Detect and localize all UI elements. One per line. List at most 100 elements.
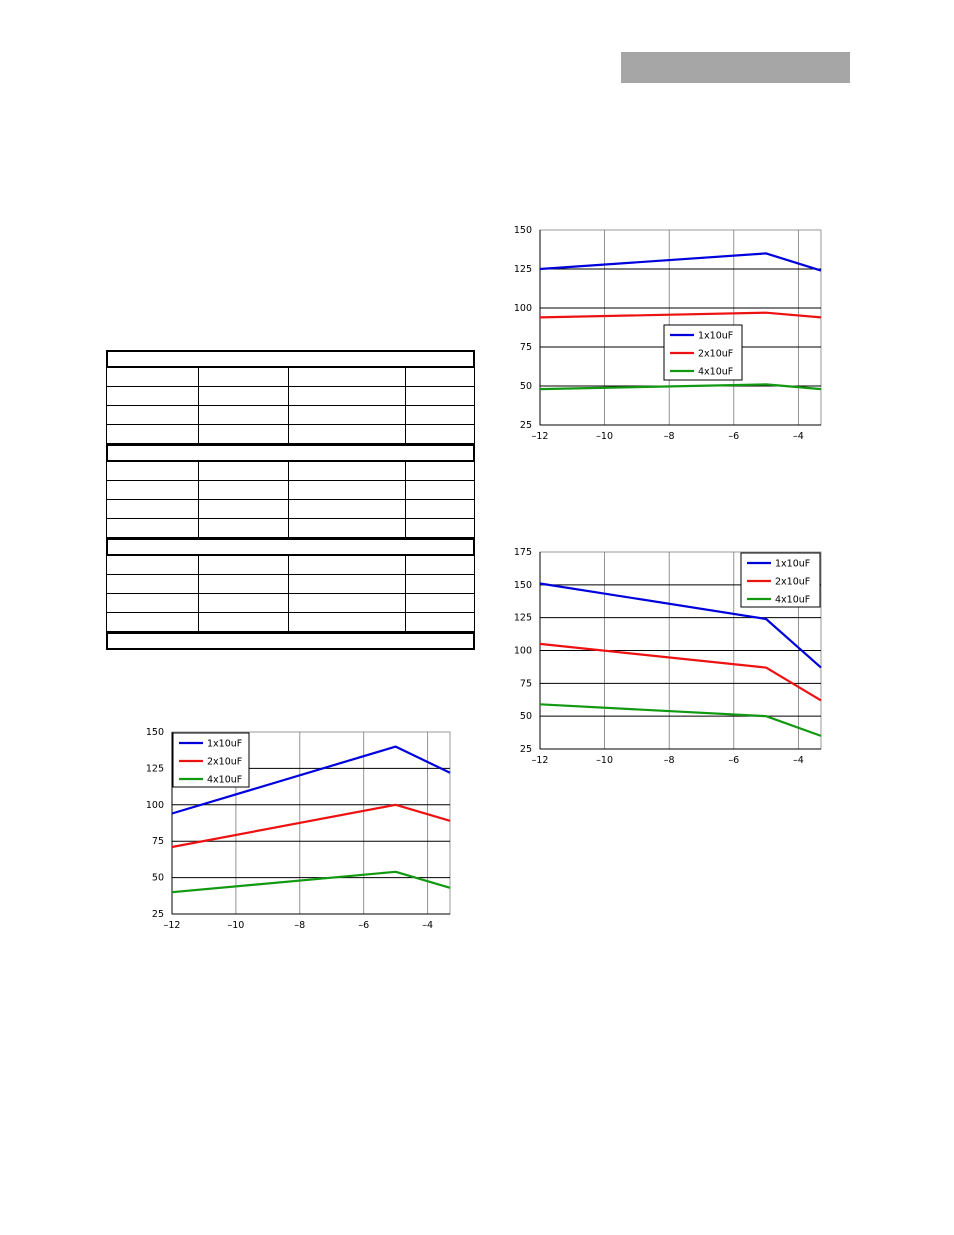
chart-mid-right: 25 50 75 100 125 150 175 –12 –10 –8 –6 –4 1x10uF 2x10…: [500, 543, 830, 769]
table-row: [106, 406, 475, 425]
table-cell: [106, 594, 198, 612]
table-cell: [288, 406, 405, 424]
y-tick-label: 25: [520, 420, 532, 431]
header-bar: [621, 52, 850, 83]
y-tick-label: 25: [520, 744, 532, 755]
x-tick-label: –12: [164, 920, 181, 931]
table-cell: [106, 613, 198, 631]
table-cell: [288, 481, 405, 499]
table-row: [106, 387, 475, 406]
table-row: [106, 368, 475, 387]
table-cell: [106, 519, 198, 537]
table-cell: [198, 519, 288, 537]
x-tick-label: –12: [532, 755, 549, 766]
legend-label: 1x10uF: [698, 331, 733, 342]
table-cell: [288, 613, 405, 631]
legend-label: 2x10uF: [775, 577, 810, 588]
chart-svg: 25 50 75 100 125 150 175 –12 –10 –8 –6 –4 1x10uF 2x10…: [514, 547, 822, 766]
table-cell: [405, 613, 475, 631]
chart-top-right: 25 50 75 100 125 150 –12 –10 –8 –6 –4 1x10uF 2x10uF 4…: [500, 222, 830, 444]
table-cell: [405, 556, 475, 574]
y-tick-label: 75: [152, 836, 164, 847]
chart-legend: 1x10uF 2x10uF 4x10uF: [172, 732, 250, 788]
series-line-1x10uf: [171, 745, 451, 815]
table-row: [106, 500, 475, 519]
series-line-2x10uf: [539, 642, 822, 702]
legend-label: 4x10uF: [207, 775, 242, 786]
chart-svg: 25 50 75 100 125 150 –12 –10 –8 –6 –4 1x10uF 2x10uF 4…: [514, 225, 822, 442]
table-cell: [288, 462, 405, 480]
table-section-header: [106, 538, 475, 556]
table-section-header: [106, 444, 475, 462]
table-cell: [198, 500, 288, 518]
x-tick-label: –6: [728, 431, 739, 442]
x-tick-label: –10: [227, 920, 244, 931]
table-cell: [198, 425, 288, 443]
spec-table: [106, 350, 475, 650]
table-cell: [198, 575, 288, 593]
y-tick-label: 50: [520, 711, 532, 722]
table-cell: [405, 519, 475, 537]
table-cell: [106, 481, 198, 499]
table-cell: [405, 462, 475, 480]
table-cell: [405, 406, 475, 424]
x-tick-label: –6: [728, 755, 739, 766]
table-cell: [288, 575, 405, 593]
table-row: [106, 575, 475, 594]
x-tick-label: –8: [664, 755, 675, 766]
table-cell: [106, 575, 198, 593]
y-tick-label: 75: [520, 342, 532, 353]
table-row: [106, 556, 475, 575]
y-tick-label: 175: [514, 547, 532, 558]
chart-svg: 25 50 75 100 125 150 –12 –10 –8 –6 –4 1x10uF 2x10uF 4…: [146, 727, 451, 931]
table-cell: [198, 462, 288, 480]
series-line-4x10uf: [171, 870, 451, 894]
table-cell: [106, 462, 198, 480]
y-tick-label: 150: [514, 225, 532, 236]
y-tick-label: 100: [514, 303, 532, 314]
y-tick-label: 75: [520, 678, 532, 689]
x-tick-label: –6: [358, 920, 369, 931]
legend-label: 2x10uF: [207, 757, 242, 768]
table-row: [106, 462, 475, 481]
table-cell: [198, 613, 288, 631]
y-tick-label: 25: [152, 909, 164, 920]
y-tick-label: 50: [520, 381, 532, 392]
table-row: [106, 519, 475, 538]
table-section-header: [106, 350, 475, 368]
x-tick-label: –4: [793, 431, 804, 442]
x-tick-label: –8: [664, 431, 675, 442]
table-cell: [405, 368, 475, 386]
table-row: [106, 425, 475, 444]
y-tick-label: 150: [514, 580, 532, 591]
table-cell: [288, 519, 405, 537]
table-cell: [405, 575, 475, 593]
series-line-4x10uf: [539, 703, 822, 737]
table-cell: [288, 425, 405, 443]
table-cell: [288, 500, 405, 518]
series-line-1x10uf: [539, 582, 822, 669]
legend-label: 2x10uF: [698, 349, 733, 360]
series-line-2x10uf: [539, 311, 822, 319]
table-section-header: [106, 632, 475, 650]
table-cell: [198, 594, 288, 612]
table-cell: [198, 556, 288, 574]
x-tick-label: –4: [422, 920, 433, 931]
table-cell: [106, 556, 198, 574]
x-tick-label: –12: [532, 431, 549, 442]
x-tick-label: –10: [596, 431, 613, 442]
legend-label: 1x10uF: [775, 559, 810, 570]
table-cell: [405, 425, 475, 443]
x-tick-label: –10: [596, 755, 613, 766]
table-cell: [288, 368, 405, 386]
y-tick-label: 125: [514, 613, 532, 624]
legend-label: 1x10uF: [207, 739, 242, 750]
x-tick-label: –4: [793, 755, 804, 766]
table-cell: [106, 406, 198, 424]
chart-legend: 1x10uF 2x10uF 4x10uF: [740, 552, 821, 608]
table-cell: [405, 387, 475, 405]
table-cell: [405, 594, 475, 612]
table-cell: [198, 368, 288, 386]
y-tick-label: 125: [146, 763, 164, 774]
table-row: [106, 594, 475, 613]
